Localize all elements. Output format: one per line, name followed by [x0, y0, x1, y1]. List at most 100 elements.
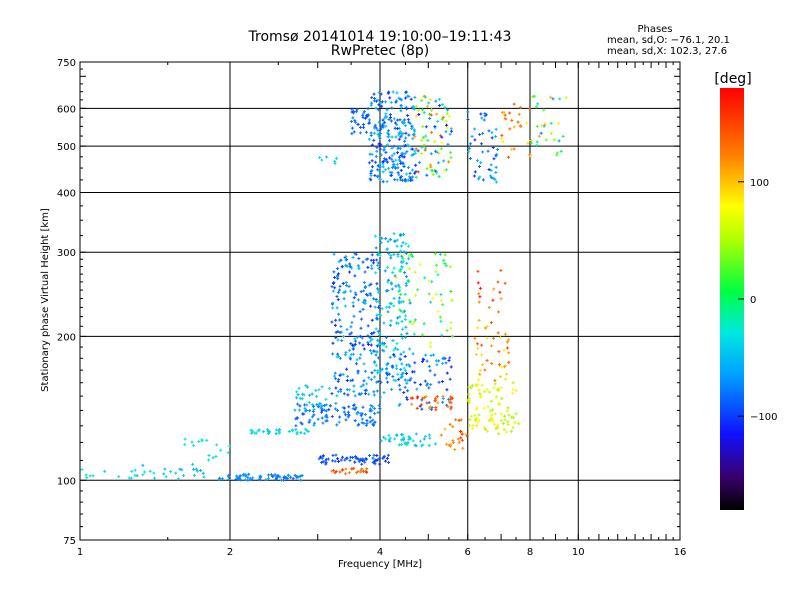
echo-point	[341, 373, 345, 377]
echo-point	[378, 163, 382, 167]
echo-point	[286, 477, 290, 481]
echo-point	[524, 121, 528, 125]
echo-point	[202, 475, 206, 479]
echo-point	[403, 355, 407, 359]
echo-point	[344, 254, 348, 258]
echo-point	[490, 344, 494, 348]
echo-point	[367, 283, 371, 287]
echo-point	[497, 350, 501, 354]
echo-point	[385, 160, 389, 164]
echo-point	[490, 131, 494, 135]
echo-point	[368, 349, 372, 353]
echo-point	[449, 326, 453, 330]
echo-point	[412, 132, 416, 136]
stats-heading: Phases	[637, 24, 672, 35]
echo-point	[454, 418, 458, 422]
echo-point	[422, 322, 426, 326]
echo-point	[391, 90, 395, 94]
echo-point	[382, 321, 386, 325]
echo-point	[506, 422, 510, 426]
echo-point	[393, 346, 397, 350]
echo-point	[333, 161, 337, 165]
echo-point	[389, 119, 393, 123]
echo-point	[362, 458, 366, 462]
echo-point	[365, 115, 369, 119]
echo-point	[366, 265, 370, 269]
echo-point	[361, 260, 365, 264]
echo-point	[384, 305, 388, 309]
echo-point	[391, 270, 395, 274]
echo-point	[494, 127, 498, 131]
echo-point	[384, 237, 388, 241]
echo-point	[296, 402, 300, 406]
echo-point	[348, 458, 352, 462]
y-tick-label: 300	[57, 248, 76, 259]
echo-point	[369, 282, 373, 286]
echo-point	[335, 423, 339, 427]
echo-point	[399, 244, 403, 248]
echo-point	[370, 96, 374, 100]
echo-point	[485, 387, 489, 391]
echo-point	[360, 417, 364, 421]
echo-point	[386, 310, 390, 314]
echo-point	[390, 287, 394, 291]
echo-point	[334, 377, 338, 381]
echo-point	[440, 361, 444, 365]
echo-point	[103, 469, 107, 473]
echo-point	[424, 125, 428, 129]
echo-point	[369, 378, 373, 382]
echo-point	[350, 467, 354, 471]
echo-point	[464, 432, 468, 436]
echo-point	[362, 362, 366, 366]
echo-point	[437, 380, 441, 384]
echo-point	[404, 281, 408, 285]
echo-point	[345, 367, 349, 371]
echo-point	[381, 170, 385, 174]
echo-point	[413, 270, 417, 274]
echo-point	[328, 404, 332, 408]
echo-point	[380, 236, 384, 240]
echo-point	[353, 460, 357, 464]
echo-point	[414, 175, 418, 179]
echo-point	[324, 419, 328, 423]
echo-point	[243, 478, 247, 482]
echo-point	[200, 438, 204, 442]
y-tick-label: 600	[57, 104, 76, 115]
echo-point	[316, 405, 320, 409]
echo-point	[258, 478, 262, 482]
echo-point	[320, 410, 324, 414]
echo-point	[360, 421, 364, 425]
echo-point	[337, 420, 341, 424]
echo-point	[348, 355, 352, 359]
echo-point	[395, 162, 399, 166]
echo-point	[494, 165, 498, 169]
echo-point	[379, 241, 383, 245]
echo-point	[340, 330, 344, 334]
echo-point	[512, 147, 516, 151]
echo-point	[499, 418, 503, 422]
echo-point	[373, 368, 377, 372]
echo-point	[411, 322, 415, 326]
echo-point	[359, 131, 363, 135]
echo-point	[399, 300, 403, 304]
echo-point	[312, 421, 316, 425]
echo-point	[369, 174, 373, 178]
echo-point	[395, 244, 399, 248]
echo-point	[297, 475, 301, 479]
echo-point	[375, 389, 379, 393]
echo-point	[361, 307, 365, 311]
echo-point	[344, 472, 348, 476]
echo-point	[402, 122, 406, 126]
echo-point	[364, 130, 368, 134]
echo-point	[396, 171, 400, 175]
echo-point	[529, 154, 533, 158]
echo-point	[433, 373, 437, 377]
echo-point	[494, 395, 498, 399]
echo-point	[353, 407, 357, 411]
echo-point	[370, 143, 374, 147]
echo-point	[400, 320, 404, 324]
echo-point	[434, 442, 438, 446]
stats-x-mode: mean, sd,X: 102.3, 27.6	[607, 46, 727, 57]
echo-point	[293, 408, 297, 412]
echo-point	[491, 146, 495, 150]
